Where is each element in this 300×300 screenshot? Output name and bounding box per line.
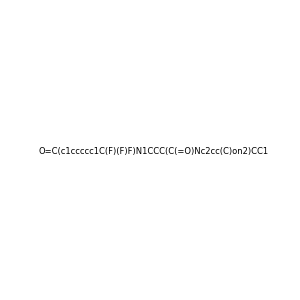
Text: O=C(c1ccccc1C(F)(F)F)N1CCC(C(=O)Nc2cc(C)on2)CC1: O=C(c1ccccc1C(F)(F)F)N1CCC(C(=O)Nc2cc(C)… — [39, 147, 269, 156]
